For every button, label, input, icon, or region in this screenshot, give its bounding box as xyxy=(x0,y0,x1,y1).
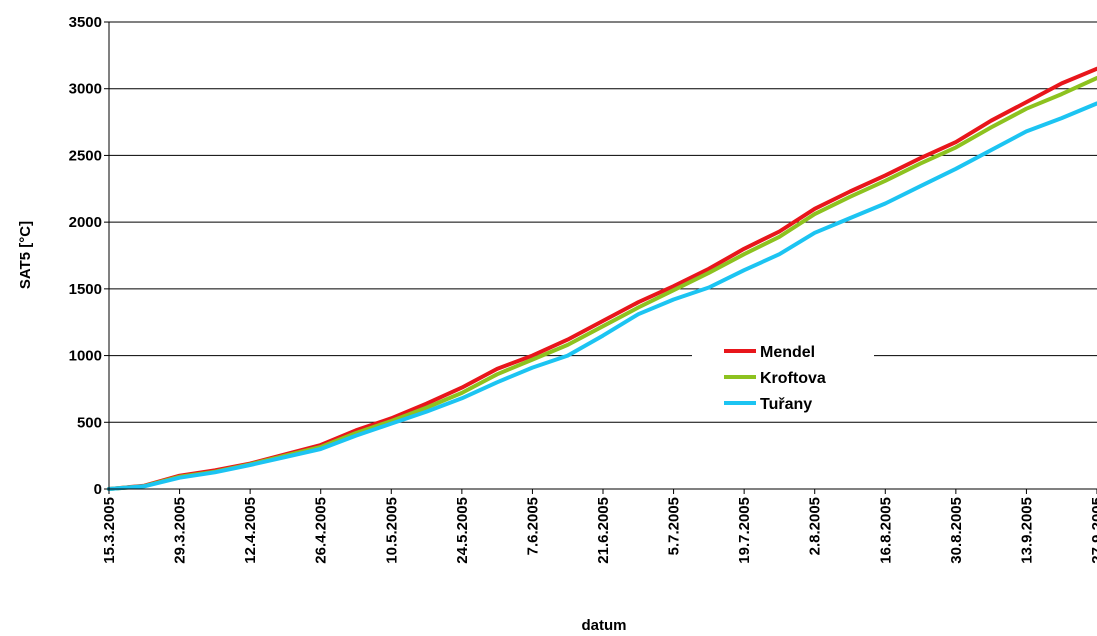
legend-label: Mendel xyxy=(760,344,815,361)
y-tick-label: 1000 xyxy=(69,348,102,365)
y-tick-labels: 0 500 1000 1500 2000 2500 3000 3500 xyxy=(69,14,102,498)
x-tick-label: 30.8.2005 xyxy=(948,497,965,564)
y-tick-label: 500 xyxy=(77,414,102,431)
y-tick-label: 2000 xyxy=(69,214,102,231)
y-tick-label: 2500 xyxy=(69,147,102,164)
legend: Mendel Kroftova Tuřany xyxy=(692,336,874,420)
axes xyxy=(104,21,1097,494)
y-tick-label: 3000 xyxy=(69,81,102,98)
series-line-mendel xyxy=(107,66,1097,491)
legend-label: Tuřany xyxy=(760,396,812,413)
x-tick-label: 10.5.2005 xyxy=(383,497,400,564)
x-tick-label: 29.3.2005 xyxy=(172,497,189,564)
x-tick-label: 5.7.2005 xyxy=(666,497,683,555)
y-tick-label: 1500 xyxy=(69,281,102,298)
y-tick-label: 3500 xyxy=(69,14,102,31)
series-lines xyxy=(107,66,1097,491)
y-axis-title: SAT5 [°C] xyxy=(17,221,34,289)
x-tick-label: 24.5.2005 xyxy=(454,497,471,564)
x-tick-label: 2.8.2005 xyxy=(807,497,824,555)
x-tick-label: 7.6.2005 xyxy=(524,497,541,555)
y-tick-label: 0 xyxy=(94,481,102,498)
x-tick-label: 27.9.2005 xyxy=(1089,497,1097,564)
x-tick-label: 19.7.2005 xyxy=(736,497,753,564)
x-tick-labels: 15.3.2005 29.3.2005 12.4.2005 26.4.2005 10.5… xyxy=(101,497,1097,564)
series-line-tuřany xyxy=(107,101,1097,491)
legend-box xyxy=(692,336,874,420)
gridlines xyxy=(109,21,1097,490)
x-tick-label: 15.3.2005 xyxy=(101,497,118,564)
x-tick-label: 26.4.2005 xyxy=(313,497,330,564)
x-axis-title: datum xyxy=(582,617,627,634)
x-tick-label: 16.8.2005 xyxy=(877,497,894,564)
x-tick-label: 21.6.2005 xyxy=(595,497,612,564)
x-tick-label: 13.9.2005 xyxy=(1018,497,1035,564)
x-tick-label: 12.4.2005 xyxy=(242,497,259,564)
legend-label: Kroftova xyxy=(760,370,826,387)
series-line-kroftova xyxy=(107,76,1097,491)
